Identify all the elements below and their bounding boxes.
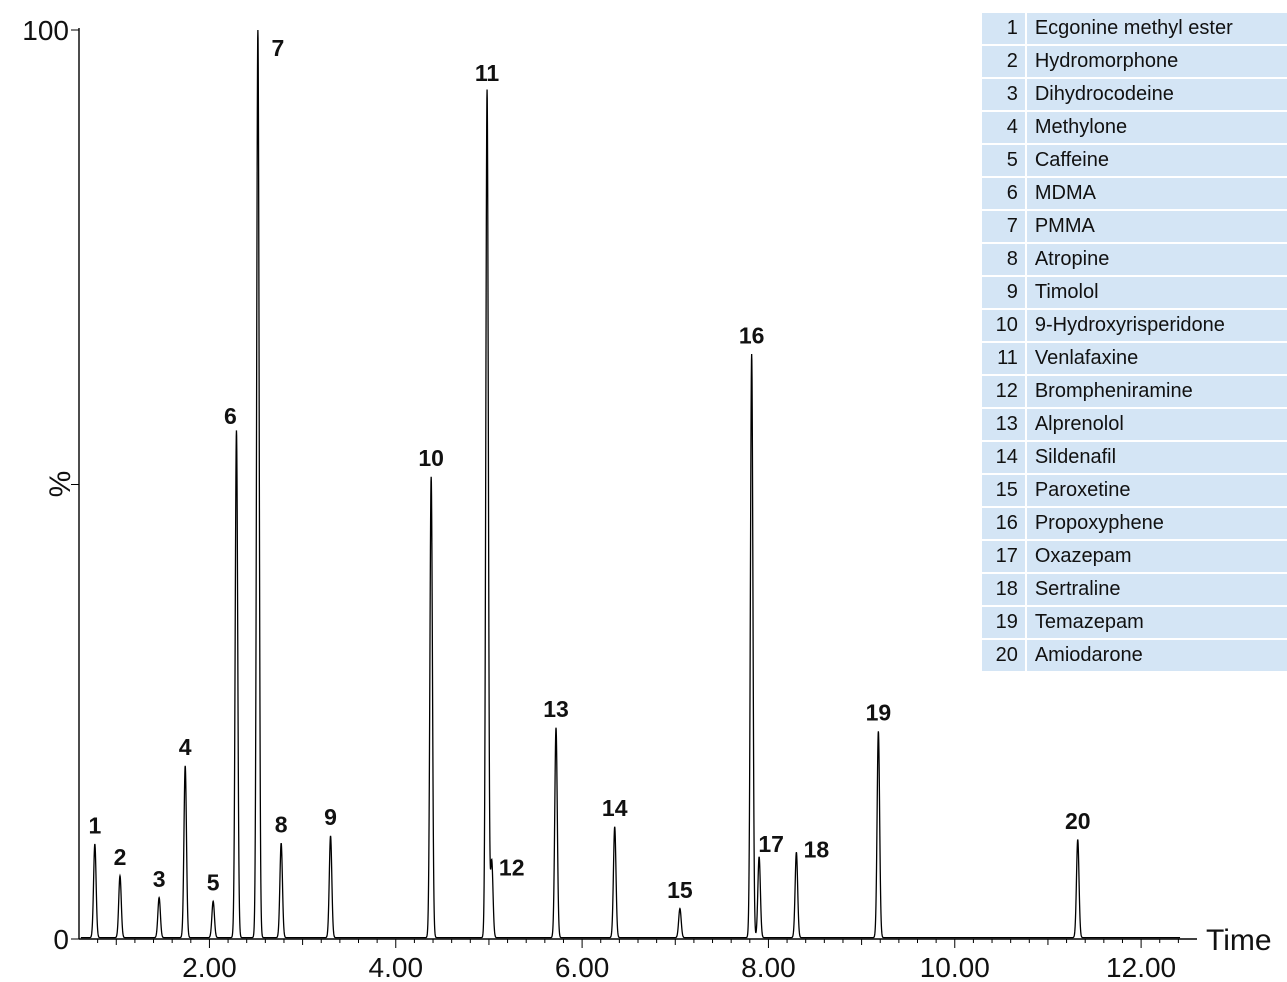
peak-label: 17 (758, 831, 784, 857)
compound-legend: 1 Ecgonine methyl ester 2 Hydromorphone 3 Dih… (982, 11, 1287, 673)
legend-row: 13 Alprenolol (982, 409, 1287, 440)
legend-compound-name: Venlafaxine (1026, 343, 1287, 374)
legend-compound-name: Hydromorphone (1026, 46, 1287, 77)
legend-number: 15 (982, 475, 1027, 506)
legend-number: 1 (982, 13, 1027, 44)
legend-row: 19 Temazepam (982, 607, 1287, 638)
x-tick-label: 8.00 (741, 952, 796, 982)
peak-label: 20 (1065, 808, 1091, 834)
legend-compound-name: Sertraline (1026, 574, 1287, 605)
legend-compound-name: Dihydrocodeine (1026, 79, 1287, 110)
legend-number: 18 (982, 574, 1027, 605)
legend-compound-name: Atropine (1026, 244, 1287, 275)
legend-compound-name: Ecgonine methyl ester (1026, 13, 1287, 44)
legend-row: 18 Sertraline (982, 574, 1287, 605)
peak-label: 18 (804, 837, 830, 863)
peak-label: 19 (866, 700, 892, 726)
legend-row: 10 9-Hydroxyrisperidone (982, 310, 1287, 341)
x-tick-label: 6.00 (555, 952, 610, 982)
legend-number: 17 (982, 541, 1027, 572)
legend-row: 7 PMMA (982, 211, 1287, 242)
legend-row: 3 Dihydrocodeine (982, 79, 1287, 110)
legend-compound-name: Oxazepam (1026, 541, 1287, 572)
legend-number: 3 (982, 79, 1027, 110)
peak-label: 4 (179, 734, 192, 760)
legend-number: 10 (982, 310, 1027, 341)
legend-compound-name: Caffeine (1026, 145, 1287, 176)
peak-label: 9 (324, 804, 337, 830)
legend-compound-name: Brompheniramine (1026, 376, 1287, 407)
legend-row: 12 Brompheniramine (982, 376, 1287, 407)
peak-label: 12 (499, 855, 525, 881)
legend-row: 17 Oxazepam (982, 541, 1287, 572)
y-tick-label: 100 (22, 15, 69, 46)
peak-label: 8 (275, 811, 288, 837)
legend-row: 4 Methylone (982, 112, 1287, 143)
legend-compound-name: Amiodarone (1026, 640, 1287, 671)
legend-row: 15 Paroxetine (982, 475, 1287, 506)
legend-compound-name: Alprenolol (1026, 409, 1287, 440)
legend-number: 16 (982, 508, 1027, 539)
x-ticks: 2.00 4.00 6.00 8.00 10.00 12.00 (97, 939, 1179, 982)
y-ticks: 0 100 (22, 15, 79, 955)
x-tick-label: 4.00 (369, 952, 424, 982)
peak-label: 5 (207, 870, 220, 896)
legend-row: 1 Ecgonine methyl ester (982, 13, 1287, 44)
peak-label: 2 (114, 844, 127, 870)
legend-compound-name: PMMA (1026, 211, 1287, 242)
legend-row: 16 Propoxyphene (982, 508, 1287, 539)
x-tick-label: 2.00 (182, 952, 237, 982)
x-axis-title: Time (1206, 924, 1272, 957)
legend-number: 11 (982, 343, 1027, 374)
legend-compound-name: Timolol (1026, 277, 1287, 308)
peak-label: 6 (224, 403, 237, 429)
legend-number: 7 (982, 211, 1027, 242)
peak-label: 1 (88, 812, 101, 838)
x-tick-label: 12.00 (1106, 952, 1176, 982)
legend-number: 20 (982, 640, 1027, 671)
peak-label: 15 (667, 877, 693, 903)
y-tick-label: 0 (53, 924, 69, 955)
legend-row: 20 Amiodarone (982, 640, 1287, 671)
legend-compound-name: Temazepam (1026, 607, 1287, 638)
peak-label: 14 (602, 795, 628, 821)
peak-label: 7 (271, 35, 284, 61)
legend-body: 1 Ecgonine methyl ester 2 Hydromorphone 3 Dih… (982, 13, 1287, 671)
legend-number: 4 (982, 112, 1027, 143)
legend-compound-name: Methylone (1026, 112, 1287, 143)
legend-row: 2 Hydromorphone (982, 46, 1287, 77)
x-tick-label: 10.00 (920, 952, 990, 982)
legend-row: 14 Sildenafil (982, 442, 1287, 473)
legend-number: 9 (982, 277, 1027, 308)
legend-number: 5 (982, 145, 1027, 176)
peak-label: 13 (543, 696, 569, 722)
legend-compound-name: Propoxyphene (1026, 508, 1287, 539)
legend-row: 8 Atropine (982, 244, 1287, 275)
legend-number: 12 (982, 376, 1027, 407)
legend-compound-name: 9-Hydroxyrisperidone (1026, 310, 1287, 341)
chromatogram-trace (80, 29, 1181, 939)
legend-number: 13 (982, 409, 1027, 440)
legend-number: 8 (982, 244, 1027, 275)
legend-row: 5 Caffeine (982, 145, 1287, 176)
peak-label: 10 (418, 445, 444, 471)
peak-label: 3 (153, 866, 166, 892)
legend-number: 19 (982, 607, 1027, 638)
y-axis-title: % (44, 471, 77, 498)
legend-compound-name: MDMA (1026, 178, 1287, 209)
legend-number: 2 (982, 46, 1027, 77)
peak-label: 11 (475, 60, 500, 86)
legend-number: 6 (982, 178, 1027, 209)
peak-label: 16 (739, 322, 765, 348)
legend-compound-name: Sildenafil (1026, 442, 1287, 473)
legend-number: 14 (982, 442, 1027, 473)
legend-row: 6 MDMA (982, 178, 1287, 209)
legend-row: 9 Timolol (982, 277, 1287, 308)
legend-compound-name: Paroxetine (1026, 475, 1287, 506)
legend-row: 11 Venlafaxine (982, 343, 1287, 374)
